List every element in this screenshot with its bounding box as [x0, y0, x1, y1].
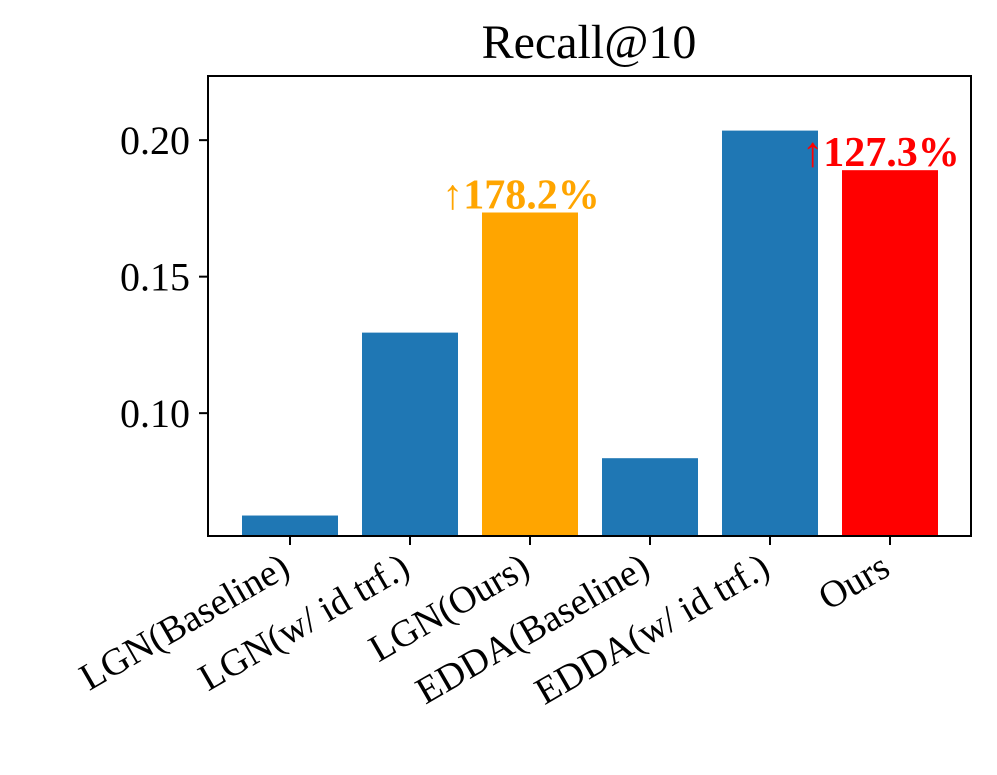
chart-title: Recall@10 — [482, 16, 697, 69]
y-axis: 0.10 0.15 0.20 — [120, 118, 208, 436]
annotations-group: ↑178.2% ↑127.3% — [442, 130, 960, 218]
improvement-annotation-1: ↑127.3% — [802, 130, 960, 176]
bar-2 — [482, 212, 578, 536]
x-axis: LGN(Baseline)LGN(w/ id trf.)LGN(Ours)EDD… — [73, 536, 897, 713]
bar-1 — [362, 332, 458, 536]
bar-4 — [722, 130, 818, 536]
improvement-annotation-0: ↑178.2% — [442, 172, 600, 218]
bars-group — [242, 130, 938, 537]
plot-frame — [207, 75, 972, 537]
y-tick-label: 0.15 — [120, 255, 190, 300]
y-tick-label: 0.10 — [120, 391, 190, 436]
bar-0 — [242, 515, 338, 536]
x-tick-label: Ours — [812, 545, 897, 618]
y-tick-label: 0.20 — [120, 118, 190, 163]
bar-5 — [842, 170, 938, 537]
bar-3 — [602, 458, 698, 536]
